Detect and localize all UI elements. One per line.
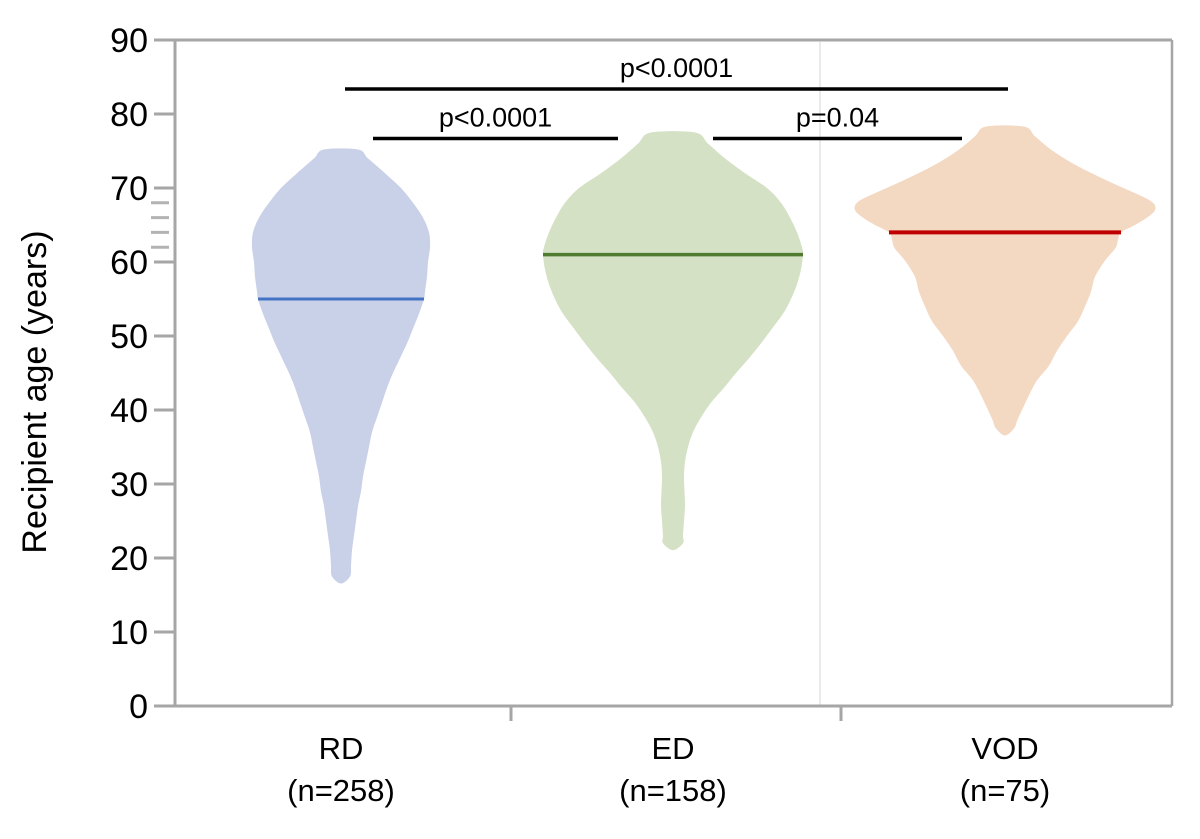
x-group-label: ED	[651, 731, 694, 766]
y-tick-label: 60	[110, 244, 148, 282]
violin-vod	[854, 125, 1156, 436]
y-tick-label: 20	[110, 540, 148, 578]
violin-ed	[542, 131, 804, 551]
p-value-label: p<0.0001	[620, 53, 733, 83]
x-group-n-label: (n=258)	[287, 773, 395, 808]
violin-rd	[251, 148, 431, 584]
y-tick-label: 90	[110, 22, 148, 60]
y-tick-label: 30	[110, 466, 148, 504]
y-tick-label: 50	[110, 318, 148, 356]
y-tick-label: 10	[110, 614, 148, 652]
y-tick-label: 40	[110, 392, 148, 430]
p-value-label: p<0.0001	[439, 103, 552, 133]
y-axis-title: Recipient age (years)	[16, 230, 54, 553]
p-value-label: p=0.04	[796, 103, 879, 133]
x-group-n-label: (n=158)	[619, 773, 727, 808]
y-tick-label: 0	[129, 688, 148, 726]
y-tick-label: 80	[110, 96, 148, 134]
y-tick-label: 70	[110, 170, 148, 208]
x-group-label: RD	[319, 731, 364, 766]
x-group-label: VOD	[971, 731, 1038, 766]
x-group-n-label: (n=75)	[960, 773, 1050, 808]
